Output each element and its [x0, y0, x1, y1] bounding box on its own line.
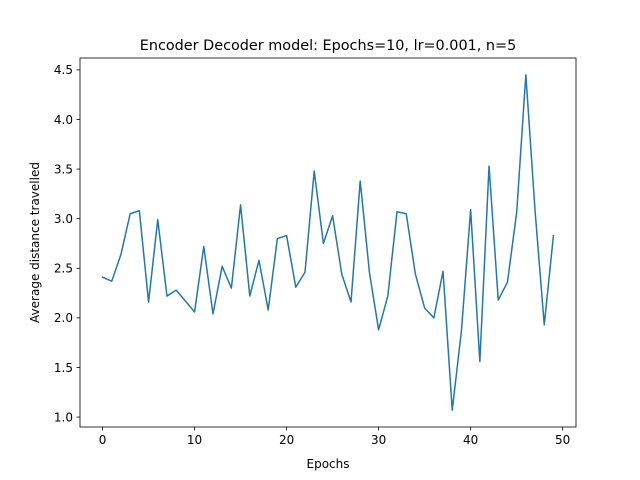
x-axis-label: Epochs [307, 457, 350, 471]
x-tick-label: 10 [187, 433, 202, 447]
chart-title: Encoder Decoder model: Epochs=10, lr=0.0… [140, 38, 517, 54]
x-tick-label: 0 [99, 433, 107, 447]
y-tick-label: 1.0 [54, 410, 73, 424]
x-tick-label: 20 [279, 433, 294, 447]
axes-frame [79, 57, 577, 428]
y-tick-label: 2.5 [54, 262, 73, 276]
y-tick-label: 3.0 [54, 212, 73, 226]
plot-area [101, 74, 555, 411]
y-tick-label: 2.0 [54, 311, 73, 325]
y-tick-label: 4.0 [54, 113, 73, 127]
y-tick-label: 1.5 [54, 361, 73, 375]
series-line [101, 74, 555, 411]
x-axis: 0 10 20 30 40 50 [99, 427, 570, 447]
y-axis: 1.0 1.5 2.0 2.5 3.0 3.5 4.0 4.5 [54, 63, 80, 424]
x-tick-label: 40 [463, 433, 478, 447]
y-axis-label: Average distance travelled [28, 162, 42, 323]
y-tick-label: 3.5 [54, 162, 73, 176]
x-tick-label: 30 [371, 433, 386, 447]
x-tick-label: 50 [555, 433, 570, 447]
y-tick-label: 4.5 [54, 63, 73, 77]
